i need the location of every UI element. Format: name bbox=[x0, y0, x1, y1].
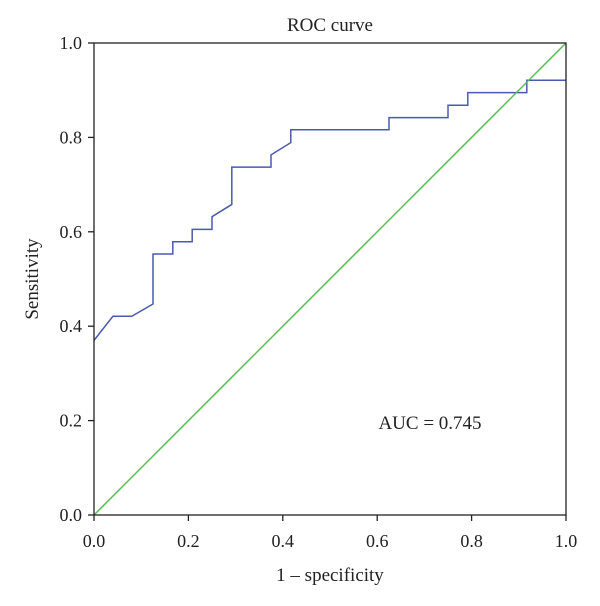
y-tick-label: 0.8 bbox=[60, 127, 83, 147]
y-tick-label: 0.2 bbox=[60, 411, 83, 431]
ticks-layer: 0.0 0.2 0.4 0.6 0.8 1.0 0.0 0.2 0.4 0.6 0.8 1.0 bbox=[60, 33, 578, 551]
plot-frame bbox=[93, 42, 567, 516]
y-axis-label: Sensitivity bbox=[22, 238, 43, 320]
x-tick-label: 0.8 bbox=[460, 531, 483, 551]
x-tick-label: 0.4 bbox=[272, 531, 295, 551]
y-tick-label: 1.0 bbox=[60, 33, 83, 53]
x-tick-label: 0.2 bbox=[177, 531, 200, 551]
y-tick-label: 0.4 bbox=[60, 316, 83, 336]
x-tick-label: 0.0 bbox=[83, 531, 106, 551]
series-layer bbox=[93, 42, 567, 516]
x-tick-label: 0.6 bbox=[366, 531, 389, 551]
x-tick-label: 1.0 bbox=[555, 531, 578, 551]
chart-title: ROC curve bbox=[287, 15, 373, 36]
y-tick-label: 0.6 bbox=[60, 222, 83, 242]
auc-annotation: AUC = 0.745 bbox=[378, 413, 481, 434]
roc-curve-line bbox=[93, 79, 566, 341]
x-axis-label: 1 – specificity bbox=[276, 565, 384, 586]
reference-diagonal-line bbox=[93, 42, 567, 516]
y-tick-label: 0.0 bbox=[60, 505, 83, 525]
